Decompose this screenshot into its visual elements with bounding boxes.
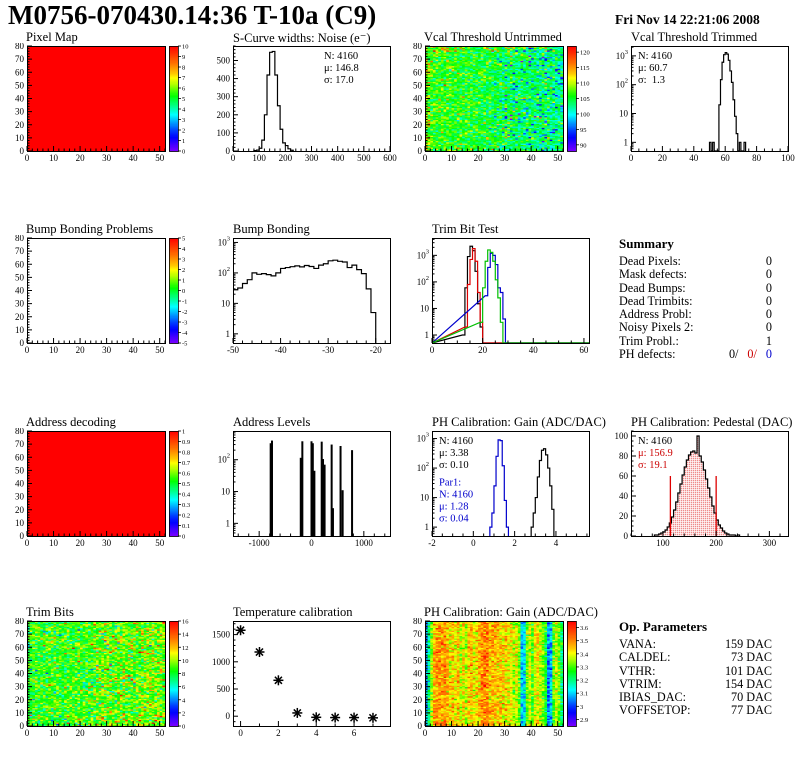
summary-row-label: Noisy Pixels 2:	[619, 320, 694, 335]
summary-row-label: Dead Pixels:	[619, 254, 681, 268]
op-parameter-row: VTRIM: 154 DAC	[619, 676, 772, 691]
op-parameter-row-label: IBIAS_DAC:	[619, 690, 687, 705]
panel-bump-bonding: Bump Bonding	[199, 222, 398, 368]
ph-gain-map-plot	[398, 618, 597, 742]
summary-row-label: Dead Trimbits:	[619, 293, 693, 308]
panel-ph-gain-hist: PH Calibration: Gain (ADC/DAC)	[398, 415, 606, 561]
trim-bits-map-title: Trim Bits	[26, 605, 74, 619]
ph-pedestal-title: PH Calibration: Pedestal (DAC)	[631, 415, 793, 429]
ph-gain-hist-plot	[398, 428, 597, 552]
op-parameter-row-label: CALDEL:	[619, 650, 671, 665]
ph-pedestal-plot	[597, 428, 796, 552]
op-parameter-row-label: VTRIM:	[619, 676, 662, 691]
temp-calibration-title: Temperature calibration	[233, 605, 353, 619]
op-parameter-row-label: VOFFSETOP:	[619, 703, 691, 718]
op-parameter-row-value: 77 DAC	[731, 703, 772, 718]
vcal-untrimmed-plot	[398, 43, 597, 167]
summary-row-ph-defects: PH defects: 0/0/0	[619, 347, 772, 362]
op-parameter-row-value: 70 DAC	[731, 690, 772, 705]
op-parameters-table: VANA: 159 DAC CALDEL: 73 DAC VTHR: 101 DAC VTR…	[619, 637, 772, 718]
panel-pixel-map: Pixel Map	[0, 30, 199, 176]
summary-row-label: Address Probl:	[619, 307, 692, 322]
panel-vcal-trimmed: Vcal Threshold Trimmed	[597, 30, 796, 176]
address-decoding-title: Address decoding	[26, 415, 116, 429]
scurve-noise-plot	[199, 43, 398, 167]
op-parameter-row-value: 154 DAC	[724, 676, 772, 691]
trim-bits-map-plot	[0, 618, 199, 742]
summary-row: Dead Trimbits: 0	[619, 293, 772, 308]
vcal-trimmed-plot	[597, 43, 796, 167]
panel-ph-gain-map: PH Calibration: Gain (ADC/DAC)	[398, 605, 598, 751]
pixel-map-title: Pixel Map	[26, 30, 78, 44]
vcal-trimmed-title: Vcal Threshold Trimmed	[631, 30, 758, 44]
trim-bit-test-plot	[398, 235, 597, 359]
op-parameter-row: CALDEL: 73 DAC	[619, 650, 772, 665]
summary-row-value: 0	[765, 267, 772, 282]
op-parameter-row-value: 159 DAC	[724, 637, 772, 651]
ph-defects-value: 0	[765, 347, 772, 362]
bump-bonding-title: Bump Bonding	[233, 222, 310, 236]
panel-op-parameters: Op. Parameters VANA: 159 DAC CALDEL: 73 DAC…	[597, 605, 796, 745]
pixel-map-plot	[0, 43, 199, 167]
op-parameter-row: VANA: 159 DAC	[619, 637, 772, 651]
summary-row: Address Probl: 0	[619, 307, 772, 322]
trim-bit-test-title: Trim Bit Test	[432, 222, 499, 236]
panel-ph-pedestal: PH Calibration: Pedestal (DAC)	[597, 415, 796, 561]
panel-summary: Summary Dead Pixels: 0 Mask defects: 0 Dead …	[597, 222, 796, 382]
op-parameters-heading: Op. Parameters	[619, 619, 708, 634]
summary-row: Noisy Pixels 2: 0	[619, 320, 772, 335]
panel-bump-problems: Bump Bonding Problems	[0, 222, 199, 368]
panel-temp-calibration: Temperature calibration	[199, 605, 398, 751]
summary-row-value: 0	[765, 254, 772, 268]
timestamp: Fri Nov 14 22:21:06 2008	[615, 12, 760, 27]
address-levels-title: Address Levels	[233, 415, 311, 429]
op-parameter-row-label: VTHR:	[619, 663, 656, 678]
ph-defects-value: 0/	[747, 347, 757, 362]
scurve-noise-title: S-Curve widths: Noise (e⁻)	[233, 31, 371, 45]
summary-row-value: 0	[765, 293, 772, 308]
op-parameter-row-label: VANA:	[619, 637, 657, 651]
summary-row-label: Trim Probl.:	[619, 333, 679, 348]
ph-defects-value: 0/	[728, 347, 739, 362]
op-parameter-row: IBIAS_DAC: 70 DAC	[619, 690, 772, 705]
summary-row-value: 0	[765, 320, 772, 335]
op-parameter-row-value: 101 DAC	[724, 663, 772, 678]
address-decoding-plot	[0, 428, 199, 552]
vcal-untrimmed-title: Vcal Threshold Untrimmed	[424, 30, 562, 44]
bump-problems-plot	[0, 235, 199, 359]
panel-address-levels: Address Levels	[199, 415, 398, 561]
ph-defects-values: 0/0/0	[720, 347, 772, 362]
summary-row: Dead Pixels: 0	[619, 254, 772, 268]
summary-row-value: 0	[765, 307, 772, 322]
summary-row-value: 1	[765, 333, 772, 348]
bump-bonding-plot	[199, 235, 398, 359]
op-parameter-row-value: 73 DAC	[731, 650, 772, 665]
ph-gain-hist-title: PH Calibration: Gain (ADC/DAC)	[432, 415, 606, 429]
ph-defects-label: PH defects:	[619, 347, 676, 362]
ph-gain-map-title: PH Calibration: Gain (ADC/DAC)	[424, 605, 598, 619]
summary-row-value: 0	[765, 280, 772, 295]
summary-heading: Summary	[619, 236, 674, 251]
op-parameter-row: VOFFSETOP: 77 DAC	[619, 703, 772, 718]
panel-address-decoding: Address decoding	[0, 415, 199, 561]
temp-calibration-plot	[199, 618, 398, 742]
bump-problems-title: Bump Bonding Problems	[26, 222, 154, 236]
summary-row: Mask defects: 0	[619, 267, 772, 282]
panel-vcal-untrimmed: Vcal Threshold Untrimmed	[398, 30, 597, 176]
op-parameter-row: VTHR: 101 DAC	[619, 663, 772, 678]
panel-trim-bits-map: Trim Bits	[0, 605, 199, 751]
summary-row-label: Dead Bumps:	[619, 280, 686, 295]
panel-scurve-noise: S-Curve widths: Noise (e⁻)	[199, 30, 398, 176]
page-title: M0756-070430.14:36 T-10a (C9)	[8, 0, 377, 30]
panel-trim-bit-test: Trim Bit Test	[398, 222, 597, 368]
summary-row: Trim Probl.: 1	[619, 333, 772, 348]
summary-table: Dead Pixels: 0 Mask defects: 0 Dead Bumps: 0 D…	[619, 254, 772, 362]
summary-row: Dead Bumps: 0	[619, 280, 772, 295]
summary-row-label: Mask defects:	[619, 267, 688, 282]
address-levels-plot	[199, 428, 398, 552]
